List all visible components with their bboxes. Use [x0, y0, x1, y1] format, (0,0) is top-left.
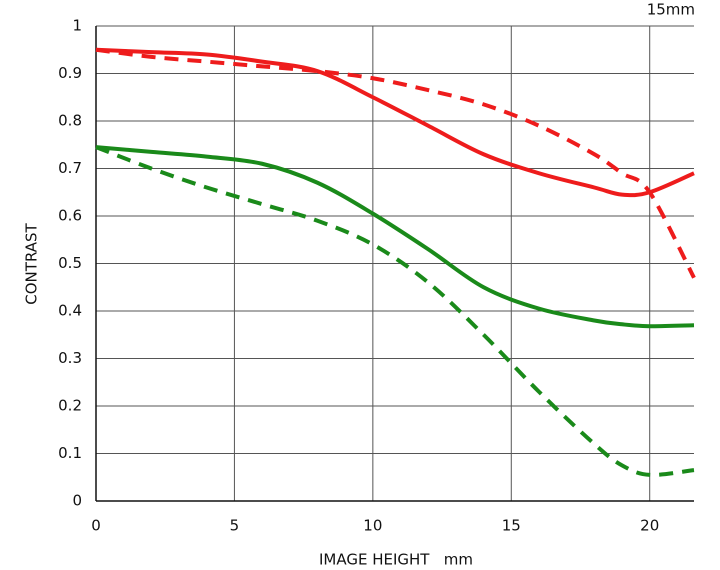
x-axis-label: IMAGE HEIGHT mm: [319, 551, 473, 569]
y-tick-label: 0.1: [58, 444, 82, 462]
y-tick-label: 0.9: [58, 64, 82, 82]
y-tick-label: 0.6: [58, 207, 82, 225]
series-line: [95, 145, 695, 477]
x-tick-label: 5: [230, 517, 240, 535]
x-tick-label: 0: [91, 517, 101, 535]
y-tick-label: 0.3: [58, 349, 82, 367]
annotation: 15mm: [647, 1, 695, 19]
y-tick-label: 0.7: [58, 159, 82, 177]
y-axis-label: CONTRAST: [23, 222, 41, 304]
series-line: [95, 47, 695, 198]
x-tick-label: 10: [363, 517, 382, 535]
y-tick-label: 0: [72, 492, 82, 510]
y-tick-label: 0.2: [58, 397, 82, 415]
y-tick-label: 0.4: [58, 302, 82, 320]
y-tick-label: 0.5: [58, 254, 82, 272]
series-line: [95, 145, 695, 329]
y-tick-label: 1: [72, 17, 82, 35]
x-tick-label: 20: [640, 517, 659, 535]
series-line: [95, 47, 696, 279]
y-tick-label: 0.8: [58, 112, 82, 130]
x-tick-label: 15: [502, 517, 521, 535]
